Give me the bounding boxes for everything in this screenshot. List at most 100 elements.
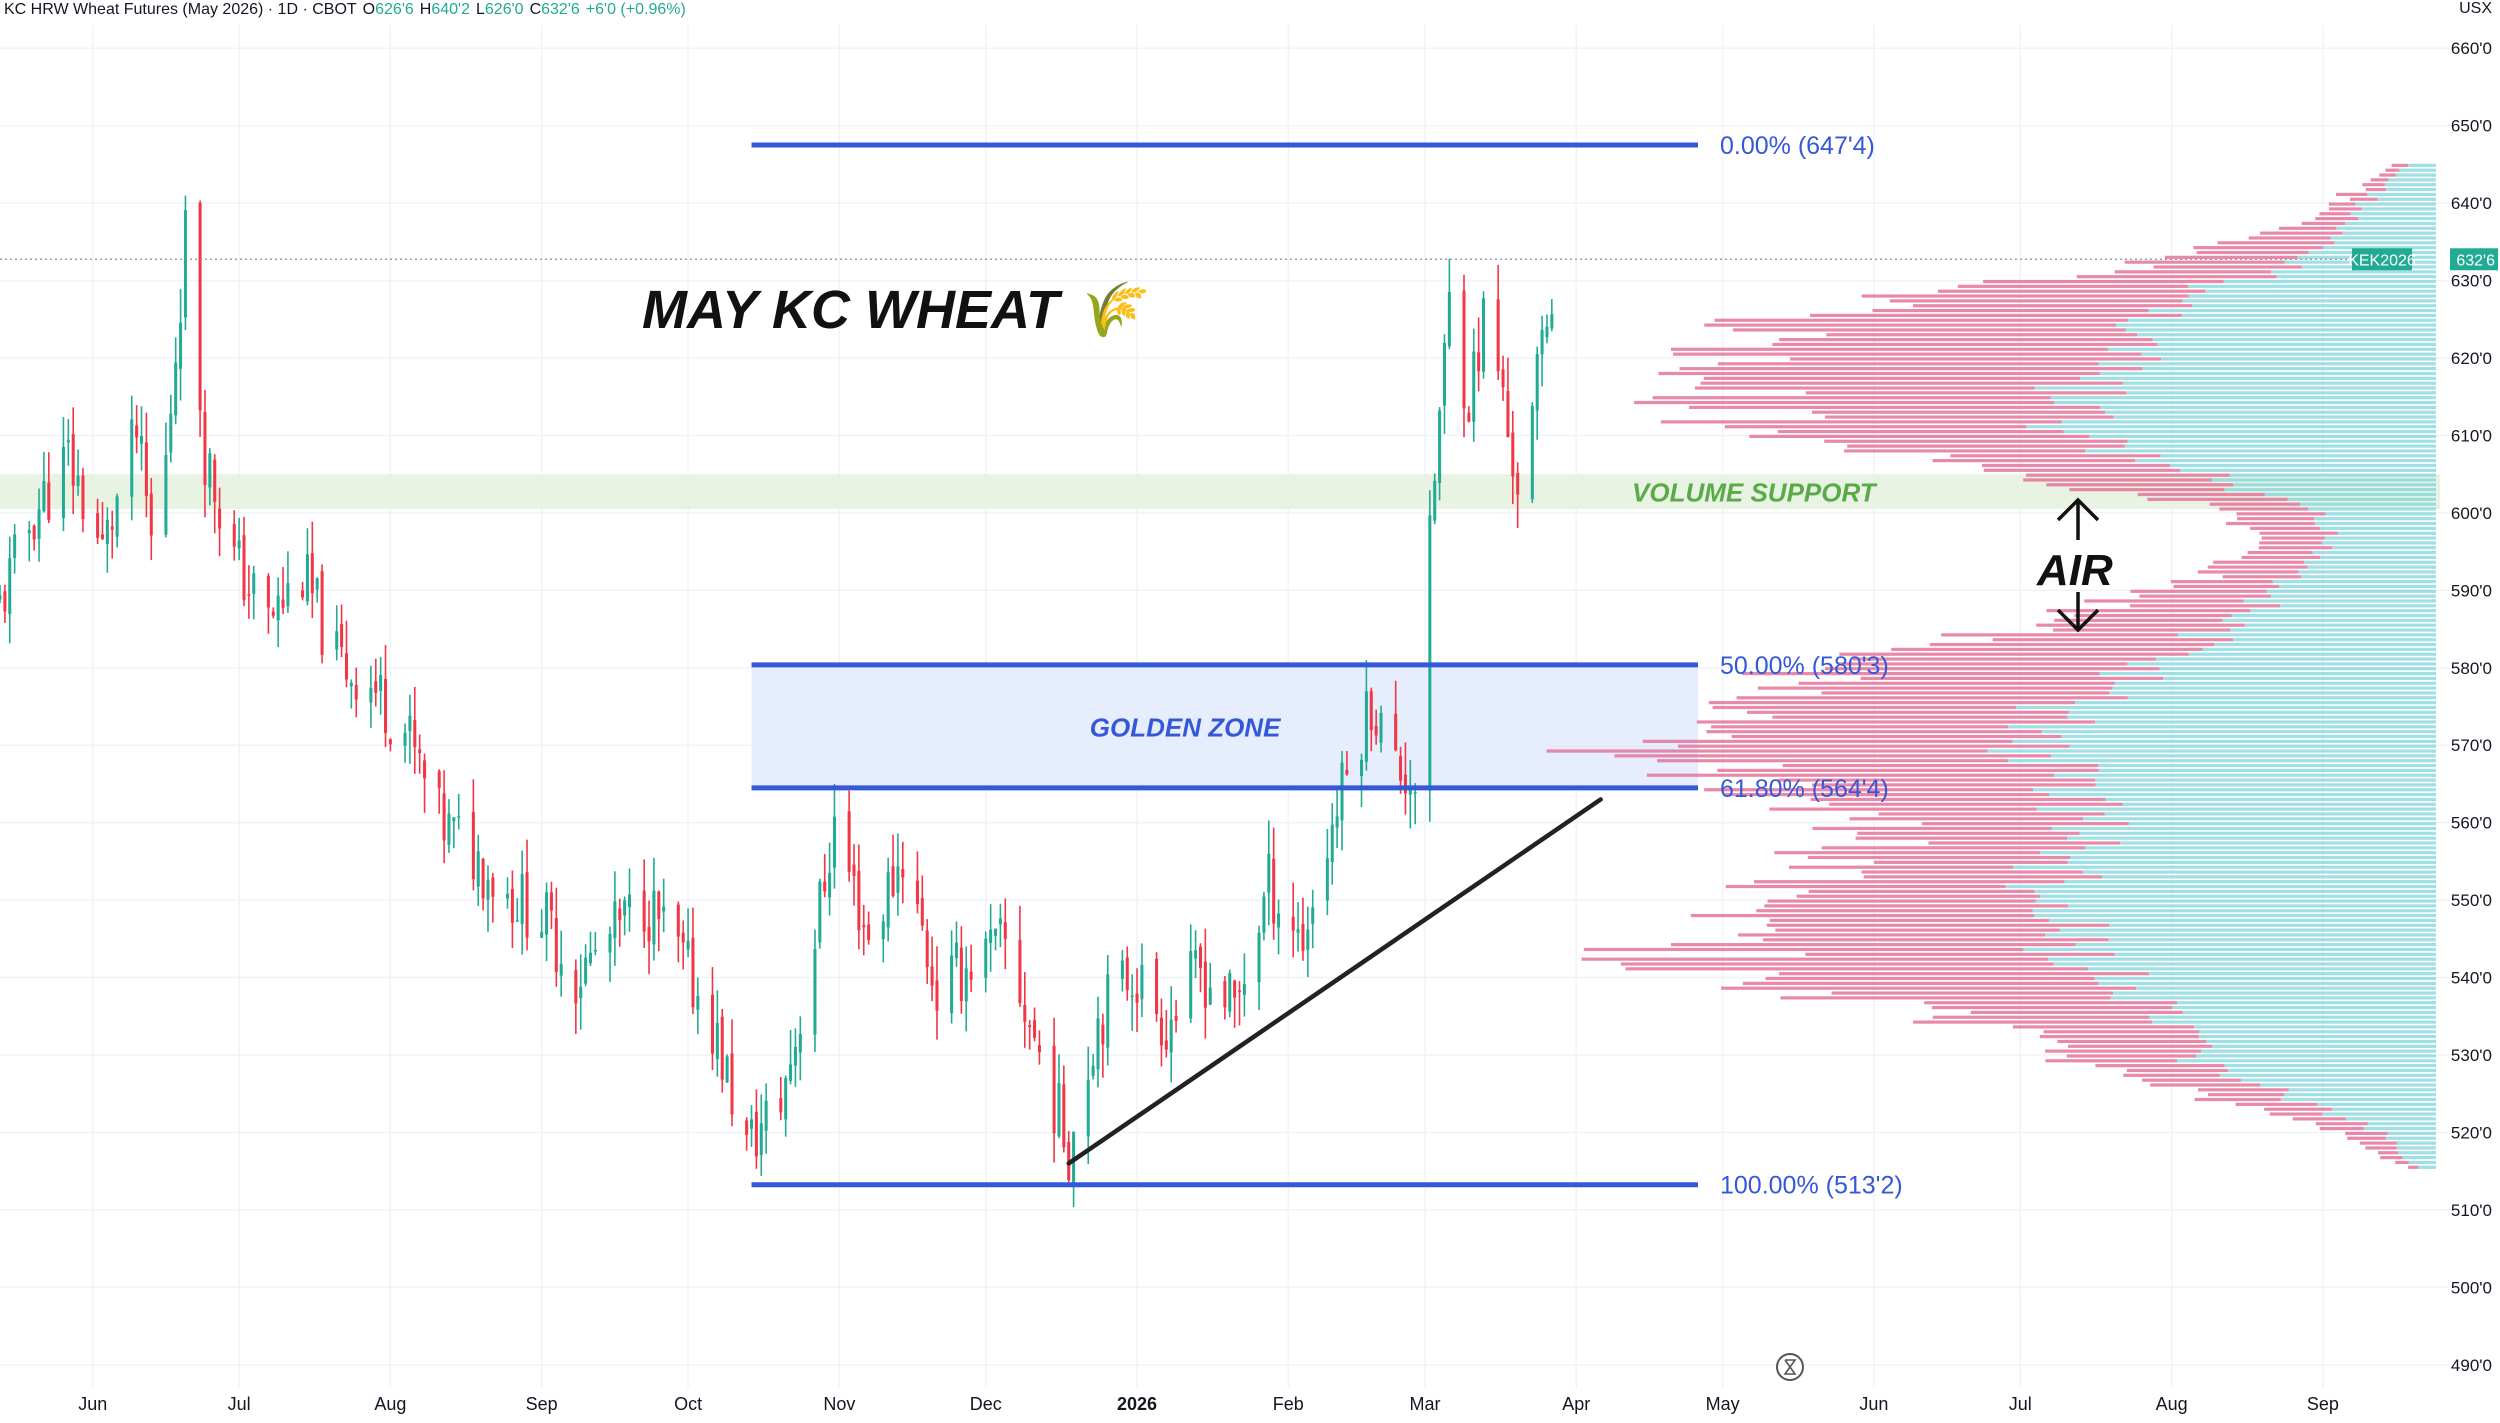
y-axis: 490'0 500'0 510'0 520'0 530'0 540'0 550'0 560'0…	[2451, 39, 2492, 1375]
volume-profile-bar-buy	[2176, 1059, 2436, 1063]
volume-profile-bar-buy	[2112, 686, 2436, 690]
volume-profile-bar-sell	[2012, 1025, 2194, 1029]
candle-body	[169, 413, 173, 453]
volume-profile-bar-buy	[2012, 739, 2436, 743]
candle-body	[1291, 916, 1295, 931]
candle-down	[1403, 742, 1407, 815]
candle-body	[0, 595, 2, 600]
candle-body	[891, 866, 895, 896]
symbol-badge	[2352, 248, 2412, 271]
candle-down	[1023, 972, 1027, 1048]
candle-up	[452, 817, 456, 849]
candle-body	[476, 851, 480, 887]
replay-icon[interactable]	[1776, 1353, 1804, 1381]
candle-body	[954, 942, 958, 959]
candle-up	[950, 930, 954, 1024]
candle-body	[798, 1033, 802, 1053]
candle-body	[691, 937, 695, 1008]
high-label: H	[419, 1, 432, 18]
candle-body	[1203, 961, 1207, 1008]
volume-profile-bar-sell	[2248, 236, 2331, 240]
candle-body	[198, 202, 202, 411]
volume-profile-bar-sell	[2259, 531, 2338, 535]
candle-down	[1198, 943, 1202, 993]
y-tick-label: 650'0	[2451, 117, 2492, 136]
candle-body	[403, 732, 407, 746]
volume-profile-bar-buy	[2015, 705, 2436, 710]
candle-up	[174, 337, 178, 425]
candle-up	[379, 657, 383, 715]
candle-down	[745, 1117, 749, 1151]
candle-body	[491, 877, 495, 897]
volume-profile-bar-sell	[1677, 744, 2070, 748]
volume-profile-bar-buy	[2053, 962, 2436, 966]
candle-up	[764, 1083, 768, 1154]
x-tick-label: Apr	[1562, 1394, 1590, 1414]
candle-up	[540, 909, 544, 939]
volume-profile-bar-sell	[1657, 759, 2008, 763]
candle-down	[1003, 898, 1007, 970]
volume-profile-bar-sell	[1777, 429, 2064, 434]
low-label: L	[476, 1, 485, 18]
volume-profile-bar-sell	[1753, 880, 2065, 884]
candle-body	[1399, 756, 1403, 781]
volume-profile-bar-buy	[2122, 802, 2436, 806]
volume-profile-bar-sell	[2130, 589, 2267, 593]
volume-profile-bar-buy	[2127, 439, 2436, 443]
candle-down	[1272, 827, 1276, 940]
volume-profile-bar-buy	[2324, 536, 2436, 540]
volume-profile-bar-buy	[2105, 410, 2436, 414]
candle-down	[1477, 317, 1481, 392]
volume-profile-bar-buy	[2035, 899, 2436, 903]
volume-profile-bar-buy	[2067, 836, 2436, 840]
candle-body	[710, 994, 714, 1054]
candle-up	[1208, 962, 1212, 1006]
volume-profile-bar-buy	[2325, 512, 2436, 516]
candle-body	[1125, 957, 1129, 991]
candle-up	[1277, 899, 1281, 955]
candle-body	[549, 892, 553, 911]
candle-up	[408, 694, 412, 764]
x-tick-label: Feb	[1273, 1394, 1304, 1414]
candle-up	[593, 932, 597, 956]
candle-body	[81, 475, 85, 520]
volume-profile-bar-sell	[1829, 802, 2123, 806]
x-tick-label: Oct	[674, 1394, 702, 1414]
candle-body	[662, 906, 666, 912]
volume-profile-bar-buy	[2202, 647, 2436, 651]
candle-down	[1135, 968, 1139, 1032]
volume-profile-bar-buy	[2098, 763, 2436, 768]
candle-down	[1462, 274, 1466, 438]
volume-profile-bar-buy	[2200, 1049, 2436, 1053]
candle-body	[1052, 1045, 1056, 1134]
x-tick-label: Sep	[526, 1394, 558, 1414]
candle-body	[1062, 1084, 1066, 1148]
candle-up	[1482, 291, 1486, 379]
candle-body	[252, 573, 256, 594]
volume-profile-bar-buy	[2314, 517, 2436, 521]
volume-profile-bar-sell	[1983, 279, 2224, 284]
candle-body	[554, 918, 558, 973]
candle-down	[384, 645, 388, 748]
candle-body	[1394, 713, 1398, 751]
volume-profile-bar-buy	[2053, 773, 2436, 777]
candle-body	[1516, 472, 1520, 495]
candle-body	[452, 817, 456, 822]
candle-down	[266, 573, 270, 634]
volume-profile-bar-buy	[2182, 1010, 2436, 1015]
candle-up	[628, 868, 632, 932]
fib-label: 100.00% (513'2)	[1720, 1172, 1903, 1200]
candle-body	[1262, 896, 1266, 933]
candle-body	[1482, 298, 1486, 372]
candle-down	[691, 907, 695, 1015]
candle-body	[135, 425, 139, 438]
last-price-badge: KEK2026 632'6	[2348, 248, 2498, 271]
x-tick-label: Jun	[1859, 1394, 1888, 1414]
candle-down	[959, 926, 963, 1014]
volume-profile-bar-buy	[2045, 933, 2436, 937]
volume-profile-bar-sell	[1634, 400, 2055, 405]
candle-body	[1413, 792, 1417, 794]
candle-up	[813, 929, 817, 1052]
